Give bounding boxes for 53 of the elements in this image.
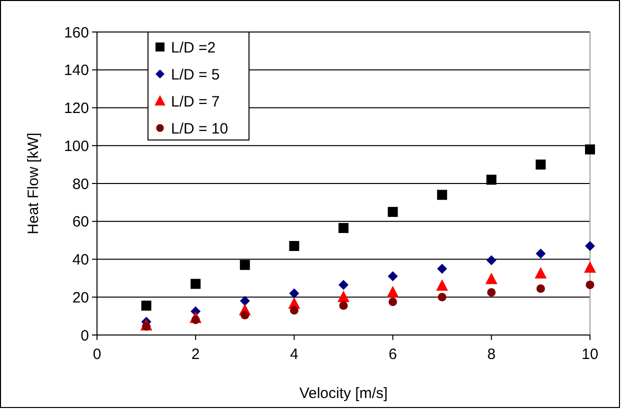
legend-label: L/D = 10	[171, 120, 228, 138]
y-tick-label: 20	[72, 289, 89, 306]
y-tick-label: 160	[64, 24, 89, 42]
point	[536, 284, 545, 293]
point	[536, 248, 546, 259]
point	[486, 174, 496, 185]
point	[338, 290, 350, 302]
x-tick-label: 0	[92, 346, 102, 363]
point	[290, 306, 298, 315]
y-tick-label: 40	[72, 252, 89, 268]
legend-label: L/D =2	[171, 39, 216, 56]
x-tick-label: 10	[582, 346, 598, 363]
x-tick-label: 6	[388, 346, 397, 363]
point	[240, 296, 250, 306]
point	[388, 206, 398, 217]
point	[388, 271, 398, 282]
point	[536, 160, 546, 170]
point	[141, 300, 152, 311]
y-axis-title: Heat Flow [kW]	[25, 132, 42, 234]
point	[436, 279, 448, 291]
x-axis-title: Velocity [m/s]	[299, 385, 388, 402]
x-tick-label: 2	[191, 346, 200, 363]
point	[190, 278, 201, 289]
x-tick-label: 4	[290, 346, 298, 363]
point	[438, 292, 446, 302]
point	[585, 144, 595, 154]
point	[388, 298, 398, 306]
point	[486, 255, 496, 266]
point	[289, 240, 300, 251]
point	[386, 286, 399, 298]
legend-label: L/D = 7	[171, 93, 220, 110]
y-tick-label: 60	[72, 214, 89, 231]
y-tick-label: 140	[64, 62, 89, 80]
point	[584, 261, 596, 273]
point	[338, 280, 348, 290]
point	[289, 288, 300, 298]
point	[487, 288, 496, 297]
y-tick-label: 0	[80, 327, 89, 344]
point	[240, 310, 250, 320]
point	[437, 190, 448, 200]
point	[585, 240, 595, 251]
x-tick-label: 8	[487, 346, 496, 363]
point	[586, 280, 594, 290]
point	[534, 266, 547, 278]
point	[240, 260, 250, 270]
y-tick-label: 80	[72, 176, 89, 193]
y-tick-label: 100	[64, 138, 89, 155]
point	[339, 301, 348, 310]
point	[485, 272, 498, 284]
point	[338, 223, 348, 234]
point	[437, 264, 448, 274]
legend-label: L/D = 5	[171, 66, 220, 84]
y-tick-label: 120	[64, 100, 89, 117]
